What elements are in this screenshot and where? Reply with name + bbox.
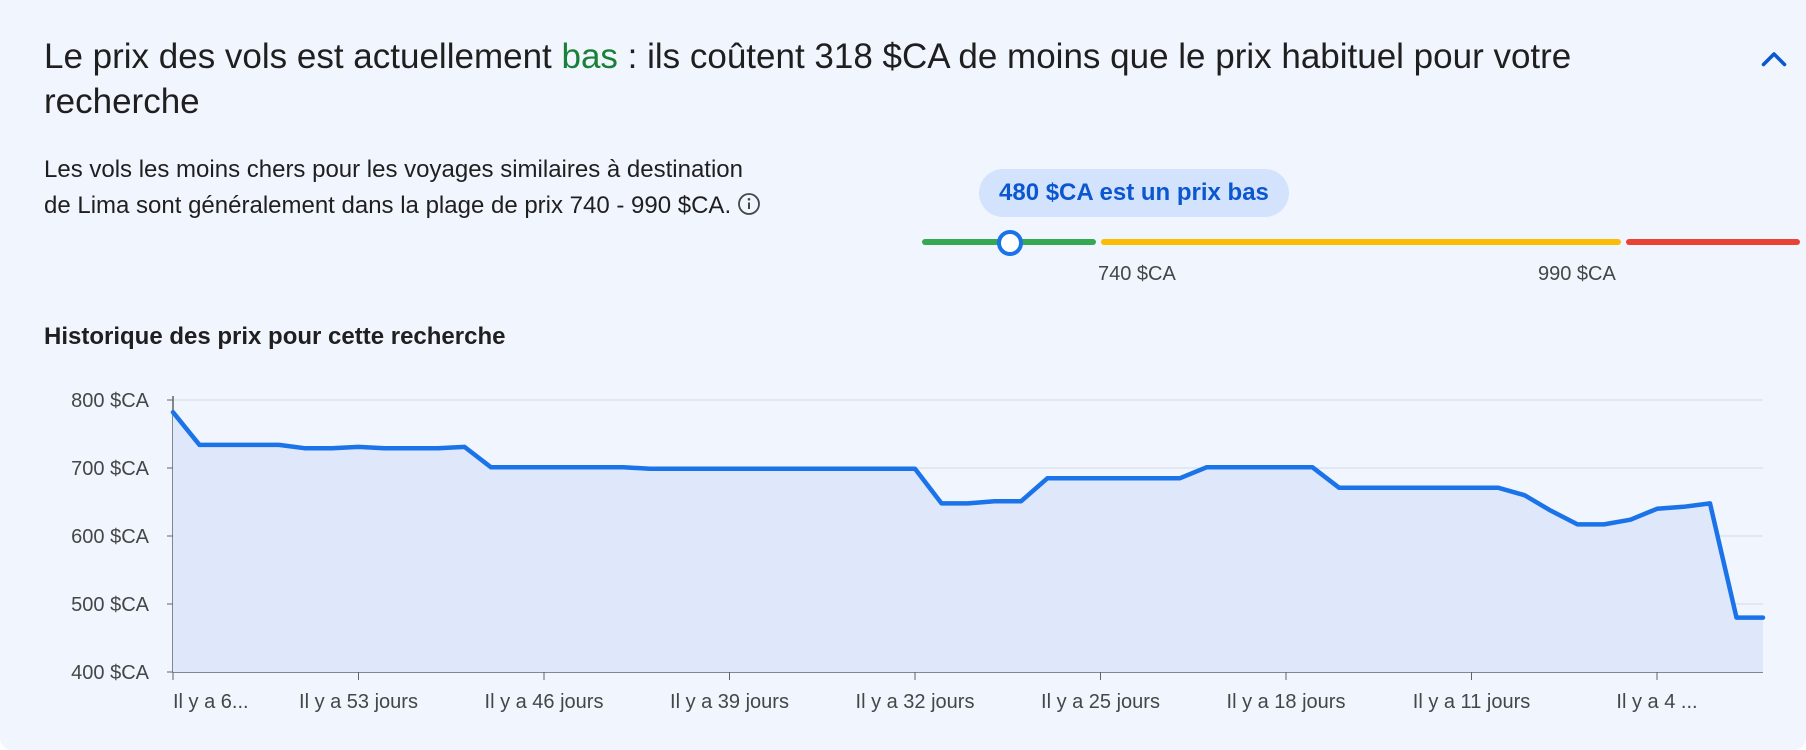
x-tick-label: Il y a 53 jours <box>299 691 418 713</box>
x-tick-label: Il y a 32 jours <box>856 691 975 713</box>
price-history-title: Historique des prix pour cette recherche <box>44 323 506 350</box>
x-tick-label: Il y a 6... <box>173 691 249 713</box>
headline-text-suffix: : ils coûtent 318 $CA de moins que le pr… <box>44 37 1572 121</box>
x-tick-label: Il y a 25 jours <box>1041 691 1160 713</box>
y-tick-label: 400 $CA <box>71 662 149 684</box>
price-level-label: bas <box>561 37 618 76</box>
typical-price-description: Les vols les moins chers pour les voyage… <box>44 152 764 224</box>
high-price-range-bar <box>1626 239 1800 245</box>
x-tick-label: Il y a 4 ... <box>1616 691 1697 713</box>
range-low-bound-label: 740 $CA <box>1098 263 1176 285</box>
price-history-chart: 800 $CA 700 $CA 600 $CA 500 $CA 400 $CA Il y … <box>71 390 1766 713</box>
current-price-marker <box>997 230 1023 256</box>
description-text: Les vols les moins chers pour les voyage… <box>44 156 743 219</box>
x-tick-label: Il y a 18 jours <box>1227 691 1346 713</box>
price-insight-headline: Le prix des vols est actuellement bas : … <box>44 34 1644 124</box>
x-tick-label: Il y a 46 jours <box>485 691 604 713</box>
range-high-bound-label: 990 $CA <box>1538 263 1616 285</box>
price-line <box>170 409 1766 620</box>
x-tick-label: Il y a 11 jours <box>1413 691 1530 713</box>
y-tick-label: 800 $CA <box>71 390 149 412</box>
y-tick-label: 600 $CA <box>71 526 149 548</box>
info-icon[interactable] <box>737 192 761 216</box>
x-tick-label: Il y a 39 jours <box>670 691 789 713</box>
chevron-up-icon[interactable] <box>1756 42 1792 78</box>
typical-price-range-bar <box>1101 239 1621 245</box>
y-tick-label: 500 $CA <box>71 594 149 616</box>
headline-text-prefix: Le prix des vols est actuellement <box>44 37 562 76</box>
current-price-bubble: 480 $CA est un prix bas <box>979 169 1289 217</box>
y-tick-label: 700 $CA <box>71 458 149 480</box>
price-area <box>173 412 1763 672</box>
